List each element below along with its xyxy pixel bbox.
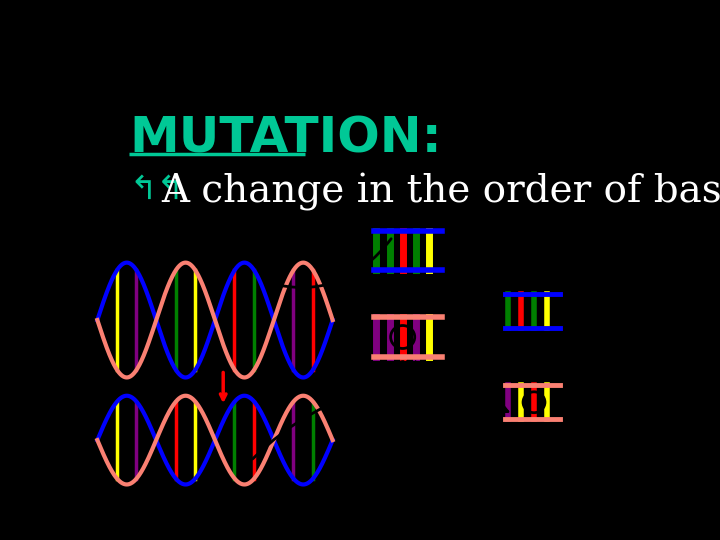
Text: ↰↰: ↰↰ <box>129 173 184 206</box>
Text: Correct: Correct <box>390 302 423 311</box>
Text: MUTATION:: MUTATION: <box>129 114 442 163</box>
Text: copy: copy <box>523 435 545 444</box>
Text: A change in the order of bases in DNA: A change in the order of bases in DNA <box>161 173 720 211</box>
Text: Mutant: Mutant <box>518 422 550 431</box>
Text: Original: Original <box>387 215 426 225</box>
Text: Original: Original <box>516 280 552 289</box>
Text: copy: copy <box>396 358 418 367</box>
